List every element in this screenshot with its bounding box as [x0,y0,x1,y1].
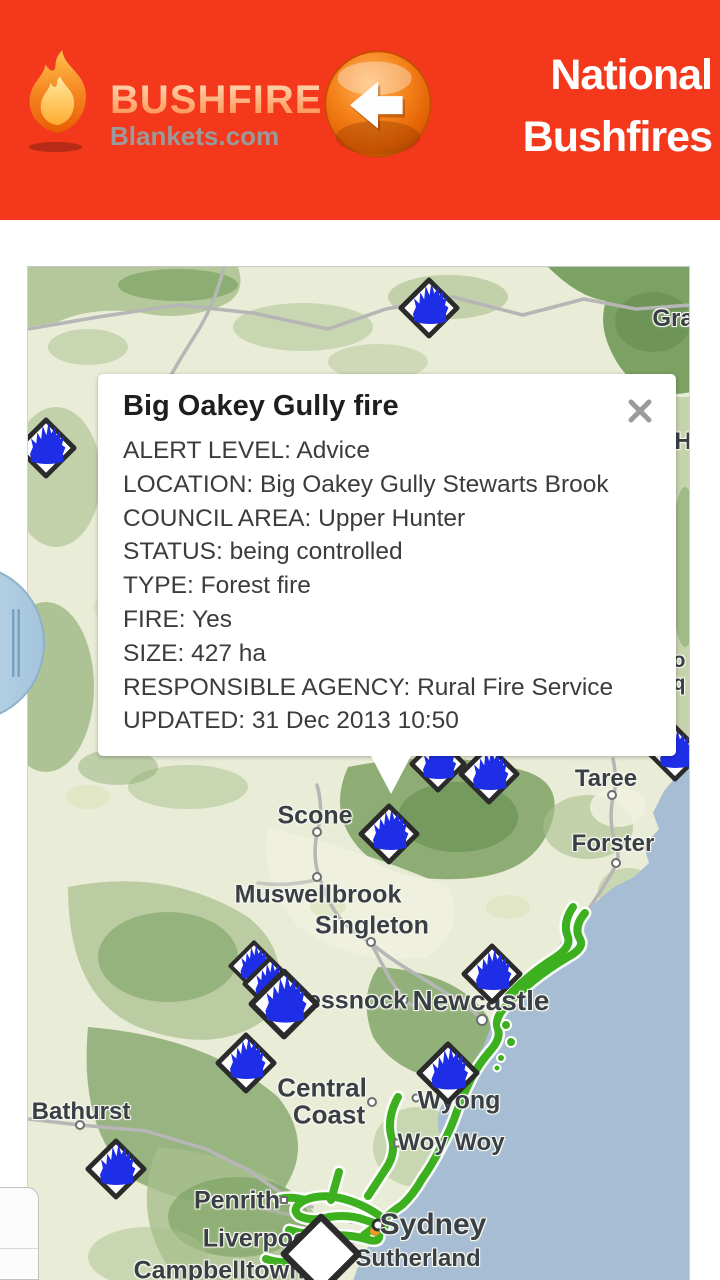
back-arrow-icon [324,50,432,158]
page-title-line2: Bushfires [522,113,713,161]
map-town-label: Woy Woy [397,1129,505,1156]
fire-incident-marker[interactable] [398,277,460,339]
map-town-label: Sutherland [355,1245,481,1272]
town-dot [611,858,621,868]
fire-incident-marker[interactable] [27,417,77,479]
fire-incident-marker-open[interactable] [280,1213,362,1280]
town-dot [312,872,322,882]
town-dot [75,1120,85,1130]
route-green [262,903,589,1267]
town-dot [411,1093,421,1103]
popup-field: UPDATED: 31 Dec 2013 10:50 [123,707,459,735]
town-dot [371,1218,385,1232]
map-town-label: Penrith [193,1186,281,1215]
popup-field: TYPE: Forest fire [123,572,311,600]
map-town-label: H [674,428,690,455]
fire-incident-marker[interactable] [85,1138,147,1200]
town-dot [367,1097,377,1107]
map-town-label: Sydney [379,1208,487,1241]
popup-fields: ALERT LEVEL: Advice LOCATION: Big Oakey G… [123,434,653,738]
town-dot [399,995,409,1005]
back-button[interactable] [322,48,434,160]
map-town-label: Central [277,1072,367,1103]
map-town-label: Singleton [315,911,429,940]
popup-field: COUNCIL AREA: Upper Hunter [123,504,466,532]
close-icon[interactable] [624,396,656,428]
popup-field: FIRE: Yes [123,605,232,633]
bottom-panel-divider [0,1248,38,1249]
brand-name: BUSHFIRE [110,78,323,122]
map-town-label: Muswellbrook [234,880,402,909]
map-town-label: Coast [292,1099,366,1130]
map-town-label: Forster [571,830,655,857]
town-dot [476,1014,488,1026]
map-town-label: Bathurst [31,1098,131,1125]
terrain-forest-patches [28,267,689,1280]
map-town-label: Taree [574,765,638,792]
drawer-grip-icon [0,571,45,715]
bottom-panel-edge[interactable] [0,1187,39,1280]
fire-incident-marker[interactable] [461,943,523,1005]
popup-field: ALERT LEVEL: Advice [123,437,370,464]
town-dot [393,1138,403,1148]
fire-incident-marker[interactable] [215,1032,277,1094]
town-dot [366,937,376,947]
popup-field: RESPONSIBLE AGENCY: Rural Fire Service [123,673,614,701]
map-town-label: Campbelltown [133,1256,305,1280]
fire-incident-marker[interactable] [358,803,420,865]
popup-field: LOCATION: Big Oakey Gully Stewarts Brook [123,470,609,498]
brand-logo[interactable]: BUSHFIRE Blankets.com [12,40,321,170]
town-dots-layer [28,267,689,1280]
map-town-label: Scone [277,801,353,830]
town-dot [607,790,617,800]
flame-logo-icon [28,49,86,153]
drawer-handle[interactable] [0,565,46,721]
fire-incident-marker[interactable] [248,968,320,1040]
route-dots [492,1019,517,1073]
town-dot [312,827,322,837]
popup-tail [370,754,412,794]
fire-incident-marker[interactable] [416,1041,480,1105]
brand-domain: Blankets.com [110,121,280,151]
map-town-label: Gra [652,305,690,332]
popup-title: Big Oakey Gully fire [123,390,399,422]
app-header: BUSHFIRE Blankets.com National [0,0,720,220]
popup-field: STATUS: being controlled [123,538,403,566]
page-title: National Bushfires [522,44,713,168]
page-title-line1: National [550,51,713,99]
town-dot [280,1196,288,1204]
info-popup: Big Oakey Gully fire ALERT LEVEL: Advice… [98,374,676,794]
popup-field: SIZE: 427 ha [123,639,267,667]
